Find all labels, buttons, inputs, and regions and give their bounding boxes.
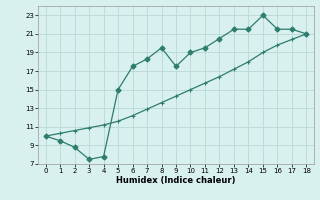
X-axis label: Humidex (Indice chaleur): Humidex (Indice chaleur) <box>116 176 236 185</box>
